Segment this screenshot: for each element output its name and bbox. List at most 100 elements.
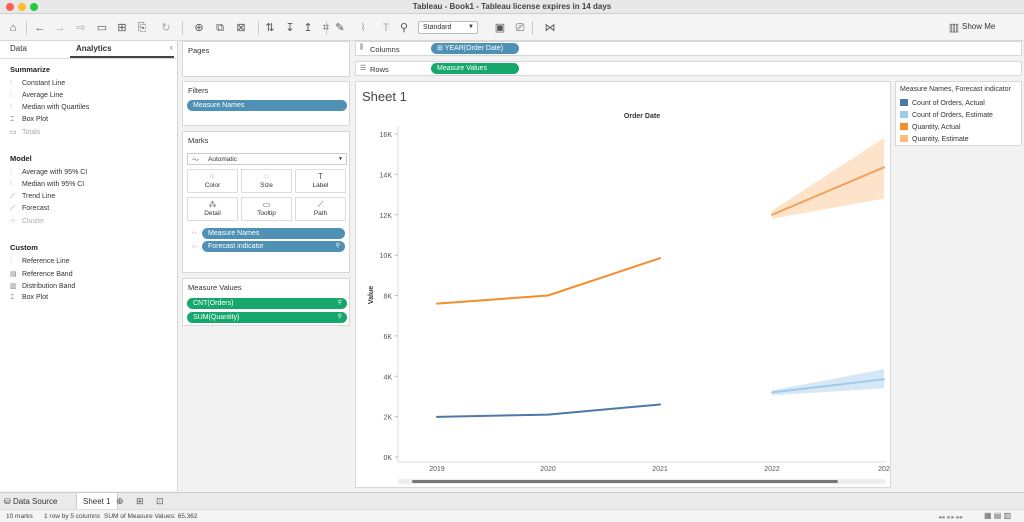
duplicate-sheet-icon[interactable]: ⧉: [216, 22, 224, 34]
data-point[interactable]: [771, 391, 773, 394]
analytics-item[interactable]: ▤ Reference Band: [10, 271, 73, 278]
data-point[interactable]: [436, 415, 438, 418]
legend-item[interactable]: Quantity, Estimate: [900, 135, 969, 143]
left-pane: Data Analytics ‹ Summarize ⫶ Constant Line…: [0, 41, 178, 491]
filter-pill-measure-names[interactable]: Measure Names: [187, 100, 347, 111]
swap-rows-columns-icon[interactable]: ⇅: [265, 22, 275, 34]
horizontal-scrollbar-thumb[interactable]: [412, 480, 838, 483]
analytics-item[interactable]: ⫶ Reference Line: [10, 258, 70, 265]
data-point[interactable]: [659, 403, 661, 406]
show-cards-icon[interactable]: ▣: [494, 22, 506, 34]
data-point[interactable]: [547, 294, 549, 297]
line-chart[interactable]: Order Date Value 0K 2K 4K 6K 8K 10K 12K 14K 16K 201…: [356, 82, 892, 489]
redo-icon[interactable]: →: [54, 22, 66, 34]
path-mark-button[interactable]: ⟋ Path: [295, 197, 346, 221]
analytics-item[interactable]: ⟋ Forecast: [10, 205, 50, 212]
series-line[interactable]: [771, 378, 885, 394]
color-mark-button[interactable]: ⁘ Color: [187, 169, 238, 193]
new-dashboard-tab-icon[interactable]: ⊞: [136, 496, 144, 506]
filters-card[interactable]: Filters Measure Names: [182, 81, 350, 126]
analytics-item[interactable]: ▥ Distribution Band: [10, 283, 76, 290]
view-mode-icons[interactable]: ▦ ▤ ▥: [984, 511, 1012, 520]
analytics-item[interactable]: ⌶ Box Plot: [10, 116, 49, 123]
forecast-band: [772, 138, 884, 219]
status-sum: SUM of Measure Values: 65,362: [104, 513, 198, 520]
section-title: Summarize: [10, 65, 51, 74]
share-icon[interactable]: ⋈: [544, 22, 556, 34]
analytics-item[interactable]: ⌶ Box Plot: [10, 294, 49, 301]
measure-pill-cnt-orders[interactable]: CNT(Orders) ⚲: [187, 298, 347, 309]
sheet-navigation-arrows[interactable]: ◂◂ ◂ ▸ ▸▸: [938, 514, 963, 521]
series-line[interactable]: [436, 257, 661, 305]
tab-data[interactable]: Data: [10, 44, 27, 53]
analytics-item: ▭ Totals: [10, 129, 41, 136]
tab-analytics[interactable]: Analytics: [76, 44, 112, 53]
columns-icon: ⫼: [360, 44, 364, 51]
analytics-item[interactable]: ⫶ Constant Line: [10, 80, 66, 87]
section-title: Custom: [10, 243, 38, 252]
undo-icon[interactable]: ←: [34, 22, 46, 34]
series-line[interactable]: [771, 166, 885, 216]
analytics-item[interactable]: ⫶ Median with Quartiles: [10, 104, 90, 111]
presentation-mode-icon[interactable]: ⎚: [515, 22, 525, 34]
rows-shelf[interactable]: ☰ Rows Measure Values: [355, 61, 1022, 76]
data-point[interactable]: [659, 257, 661, 260]
analytics-item[interactable]: ⫶ Median with 95% CI: [10, 181, 85, 188]
rows-pill-measure-values[interactable]: Measure Values: [431, 63, 519, 74]
label-mark-button[interactable]: T Label: [295, 169, 346, 193]
analytics-item[interactable]: ⫶ Average with 95% CI: [10, 169, 88, 176]
zoom-window-button[interactable]: [30, 3, 38, 11]
data-point[interactable]: [771, 213, 773, 216]
new-worksheet-icon[interactable]: ⊕: [194, 22, 204, 34]
format-text-icon[interactable]: T: [382, 22, 390, 34]
mark-type-select[interactable]: 〜 Automatic ▼: [187, 153, 347, 165]
legend-item[interactable]: Quantity, Actual: [900, 123, 961, 131]
marks-pill-forecast-indicator[interactable]: Forecast indicator ⚲: [202, 241, 345, 252]
data-point[interactable]: [547, 413, 549, 416]
show-labels-icon[interactable]: ⌇: [360, 22, 366, 34]
highlight-icon[interactable]: ✎: [335, 22, 345, 34]
status-marks: 10 marks: [6, 513, 33, 520]
clear-sheet-icon[interactable]: ⊠: [236, 22, 246, 34]
minimize-window-button[interactable]: [18, 3, 26, 11]
x-tick-label: 2021: [652, 466, 668, 473]
new-story-tab-icon[interactable]: ⊡: [156, 496, 164, 506]
size-mark-button[interactable]: ◌ Size: [241, 169, 292, 193]
detail-mark-button[interactable]: ⁂ Detail: [187, 197, 238, 221]
new-datasource-icon[interactable]: ⊞: [117, 22, 127, 34]
columns-shelf[interactable]: ⫼ Columns ⊞ YEAR(Order Date): [355, 41, 1022, 56]
sort-descending-icon[interactable]: ↥: [303, 22, 313, 34]
y-tick-label: 2K: [383, 415, 392, 422]
pages-card[interactable]: Pages: [182, 41, 350, 77]
new-worksheet-tab-icon[interactable]: ⊕: [116, 496, 124, 506]
columns-pill-year-order-date[interactable]: ⊞ YEAR(Order Date): [431, 43, 519, 54]
rows-icon: ☰: [360, 65, 367, 72]
legend-item[interactable]: Count of Orders, Estimate: [900, 111, 993, 119]
measure-pill-sum-quantity[interactable]: SUM(Quantity) ⚲: [187, 312, 347, 323]
marks-pill-measure-names[interactable]: Measure Names: [202, 228, 345, 239]
pause-updates-icon[interactable]: ⎘: [137, 22, 147, 34]
collapse-pane-icon[interactable]: ‹: [170, 43, 173, 52]
fix-axes-icon[interactable]: ⚲: [399, 22, 409, 34]
sort-ascending-icon[interactable]: ↧: [285, 22, 295, 34]
analytics-item[interactable]: ⟋ Trend Line: [10, 193, 56, 200]
tooltip-mark-button[interactable]: ▭ Tooltip: [241, 197, 292, 221]
data-point[interactable]: [883, 378, 885, 381]
data-source-tab[interactable]: ⛁ Data Source: [4, 497, 58, 506]
y-tick-label: 0K: [383, 455, 392, 462]
sheet-tab-sheet-1[interactable]: Sheet 1: [76, 493, 118, 509]
refresh-icon[interactable]: ↻: [161, 22, 171, 34]
home-icon[interactable]: ⌂: [9, 22, 17, 34]
median-ci-icon: ⫶: [10, 181, 12, 188]
replay-icon[interactable]: ⇨: [76, 22, 86, 34]
analytics-item[interactable]: ⫶ Average Line: [10, 92, 64, 99]
show-me-button[interactable]: Show Me: [962, 22, 996, 31]
close-window-button[interactable]: [6, 3, 14, 11]
data-point[interactable]: [883, 166, 885, 169]
show-me-icon[interactable]: ▥: [948, 22, 960, 34]
data-point[interactable]: [436, 302, 438, 305]
legend-item[interactable]: Count of Orders, Actual: [900, 99, 985, 107]
save-icon[interactable]: ▭: [96, 22, 108, 34]
group-members-icon[interactable]: ⌗: [320, 21, 332, 35]
fit-select[interactable]: Standard ▼: [418, 21, 478, 34]
